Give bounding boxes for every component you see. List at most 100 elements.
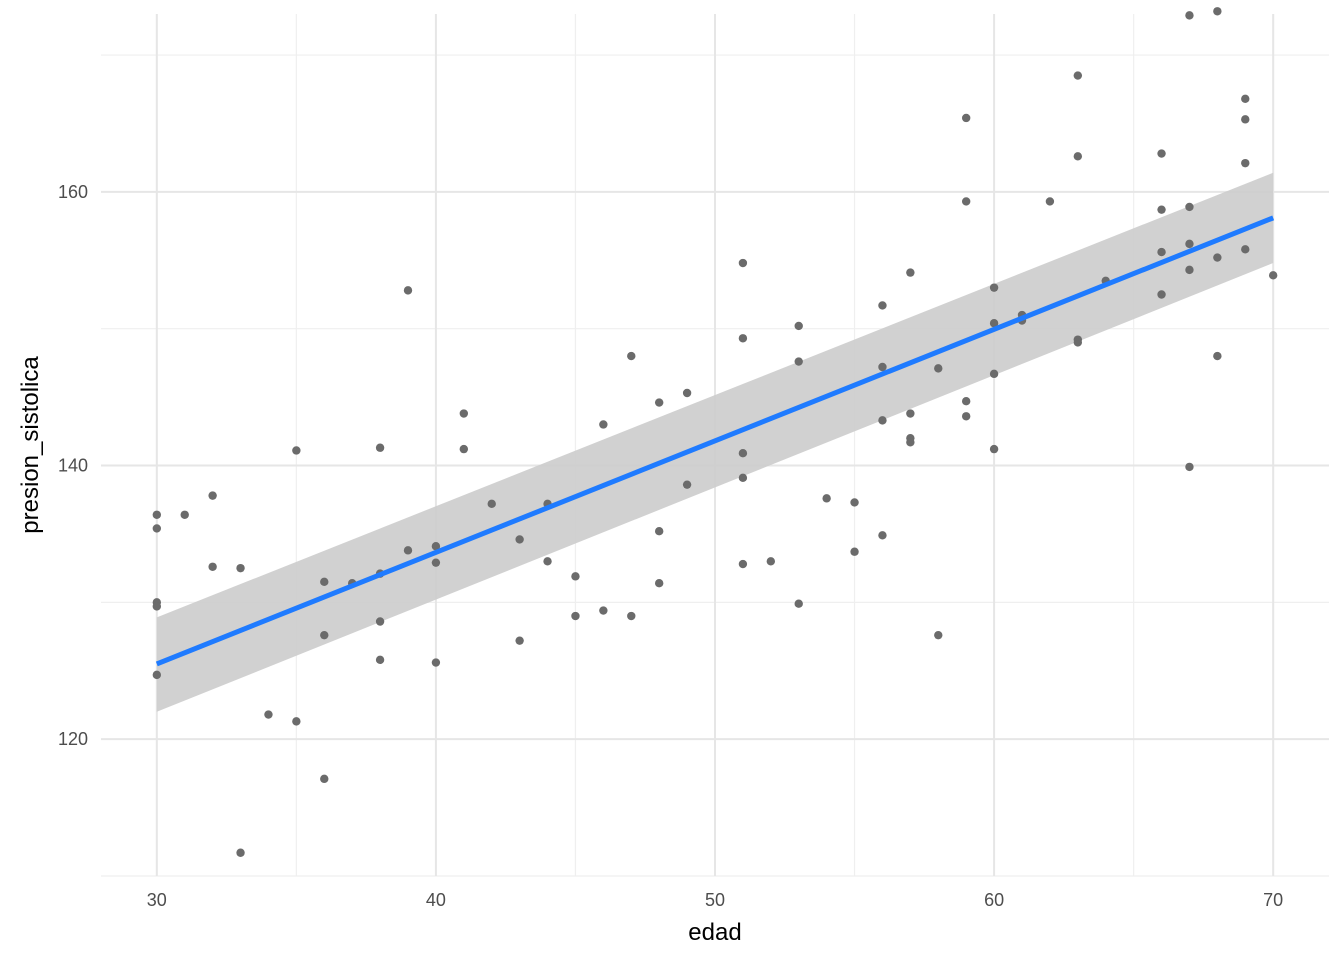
- data-point: [1241, 115, 1250, 124]
- data-point: [403, 286, 413, 295]
- regression-line-layer: [155, 215, 1275, 667]
- data-point: [1241, 94, 1250, 104]
- data-point: [850, 498, 859, 507]
- data-point: [1213, 253, 1222, 262]
- data-point: [794, 357, 803, 366]
- data-point: [989, 283, 999, 292]
- data-point: [571, 611, 580, 621]
- data-point: [292, 446, 301, 455]
- data-point: [850, 547, 859, 556]
- data-point: [1073, 338, 1083, 347]
- data-point: [264, 710, 273, 719]
- data-point: [208, 491, 217, 500]
- data-point: [236, 563, 245, 573]
- data-point: [878, 301, 887, 310]
- data-point: [1157, 247, 1166, 257]
- data-point: [599, 606, 608, 615]
- data-point: [1045, 197, 1055, 206]
- data-point: [152, 602, 162, 611]
- data-point: [1073, 71, 1083, 80]
- data-point: [431, 542, 441, 551]
- data-point: [989, 369, 999, 379]
- x-tick-label: 60: [984, 890, 1004, 910]
- data-point: [906, 409, 915, 418]
- data-point: [989, 444, 999, 454]
- data-points: [152, 7, 1278, 857]
- data-point: [1185, 239, 1194, 249]
- x-tick-label: 40: [426, 890, 446, 910]
- data-point: [459, 444, 469, 454]
- data-point: [543, 557, 552, 566]
- y-tick-label: 140: [58, 456, 88, 476]
- data-point: [459, 409, 469, 418]
- data-point: [236, 848, 245, 857]
- data-point: [1241, 245, 1250, 254]
- data-point: [682, 388, 692, 398]
- data-point: [961, 197, 971, 206]
- data-point: [738, 559, 748, 569]
- data-point: [794, 599, 803, 608]
- regression-line: [155, 215, 1275, 667]
- data-point: [375, 443, 385, 452]
- data-point: [906, 268, 915, 277]
- data-point: [738, 473, 748, 483]
- data-point: [822, 494, 831, 503]
- data-point: [180, 510, 189, 519]
- x-tick-label: 30: [147, 890, 167, 910]
- data-point: [934, 630, 943, 640]
- data-point: [320, 577, 329, 587]
- data-point: [654, 527, 664, 536]
- y-axis-title: presion_sistolica: [17, 356, 44, 534]
- x-tick-label: 50: [705, 890, 725, 910]
- data-point: [766, 557, 776, 566]
- data-point: [599, 420, 608, 429]
- data-point: [794, 321, 803, 331]
- data-point: [431, 658, 441, 667]
- data-point: [878, 362, 887, 372]
- data-point: [989, 319, 999, 328]
- data-point: [738, 449, 748, 458]
- data-point: [961, 113, 971, 123]
- y-tick-label: 120: [58, 729, 88, 749]
- data-point: [487, 499, 496, 509]
- data-point: [934, 364, 943, 373]
- data-point: [292, 717, 301, 726]
- data-point: [320, 630, 329, 640]
- data-point: [152, 510, 162, 519]
- data-point: [375, 617, 385, 626]
- data-point: [1185, 11, 1194, 20]
- data-point: [571, 572, 580, 581]
- data-point: [320, 774, 329, 784]
- data-point: [1157, 149, 1166, 158]
- data-point: [682, 480, 692, 489]
- x-axis-title: edad: [688, 919, 741, 946]
- data-point: [961, 397, 971, 406]
- data-point: [152, 524, 162, 533]
- data-point: [515, 636, 524, 645]
- data-point: [375, 655, 385, 665]
- data-point: [878, 416, 887, 425]
- data-point: [961, 412, 971, 421]
- data-point: [654, 578, 664, 588]
- data-point: [906, 438, 915, 447]
- data-point: [1185, 462, 1194, 472]
- data-point: [654, 398, 664, 407]
- data-point: [1185, 202, 1194, 212]
- tick-labels: 30 40 50 60 70 120 140 160: [58, 182, 1283, 910]
- data-point: [1213, 7, 1222, 16]
- data-point: [1241, 158, 1250, 168]
- data-point: [738, 334, 748, 343]
- data-point: [208, 562, 217, 571]
- data-point: [627, 611, 636, 621]
- data-point: [1157, 205, 1166, 214]
- data-point: [738, 258, 748, 268]
- data-point: [878, 531, 887, 540]
- data-point: [431, 558, 441, 567]
- x-tick-label: 70: [1263, 890, 1283, 910]
- data-point: [1073, 152, 1083, 161]
- data-point: [152, 670, 162, 680]
- data-point: [1185, 265, 1194, 275]
- data-point: [1268, 271, 1278, 280]
- data-point: [403, 546, 413, 555]
